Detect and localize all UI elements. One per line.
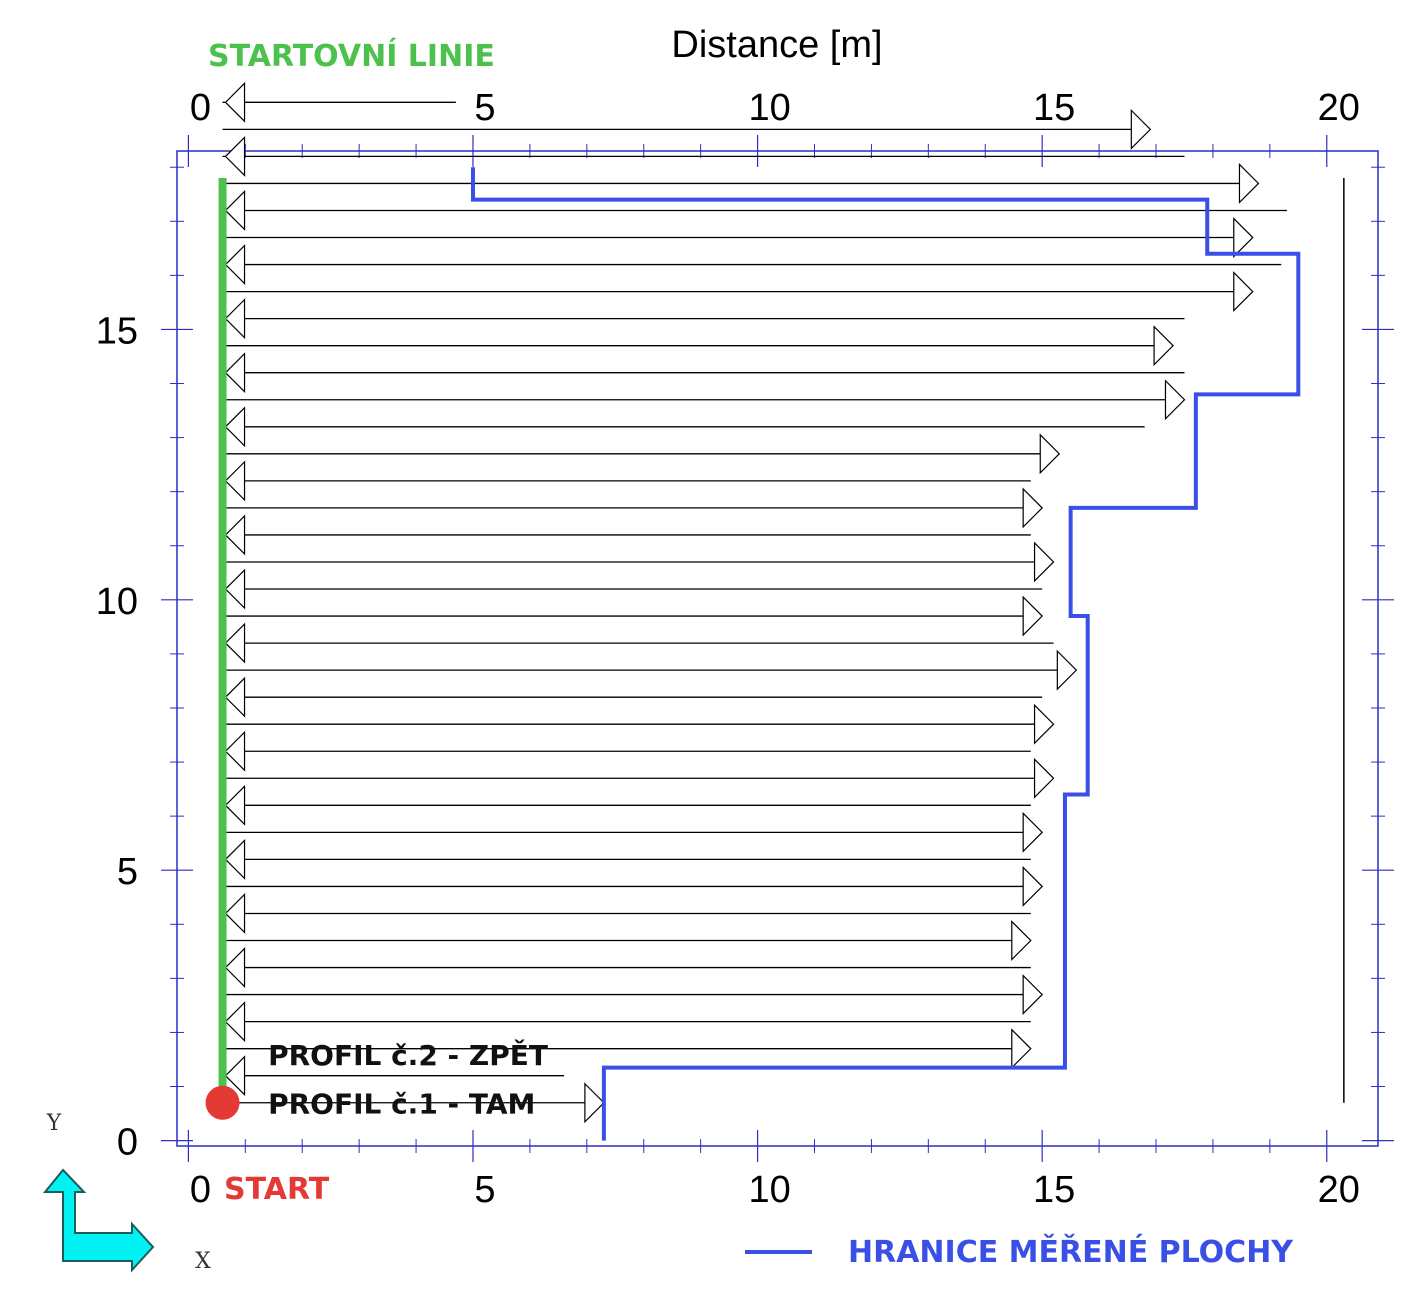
y-tick-label: 10 bbox=[96, 581, 138, 623]
arrowhead-left bbox=[224, 730, 246, 772]
ucs-x-label: X bbox=[195, 1249, 211, 1274]
arrowhead-left bbox=[224, 81, 246, 123]
arrowhead-right bbox=[1056, 649, 1078, 691]
arrowhead-right bbox=[1022, 865, 1044, 907]
ucs-icon: Y X bbox=[42, 1111, 211, 1274]
legend-label-boundary: HRANICE MĚŘENÉ PLOCHY bbox=[848, 1234, 1294, 1270]
arrowhead-right bbox=[1153, 325, 1174, 367]
arrowhead-right bbox=[1022, 811, 1044, 853]
arrowhead-right bbox=[1233, 217, 1254, 258]
arrowhead-left bbox=[224, 784, 246, 826]
coordinate-axes-icon bbox=[42, 1168, 155, 1273]
x-tick-label-top: 15 bbox=[1033, 87, 1075, 129]
x-axis-title: Distance [m] bbox=[671, 24, 882, 66]
x-tick-label-bottom: 0 bbox=[190, 1169, 211, 1211]
plot-border bbox=[176, 150, 1379, 1147]
y-tick-label: 0 bbox=[117, 1122, 138, 1164]
y-tick-label: 15 bbox=[96, 310, 138, 352]
arrowhead-left bbox=[224, 893, 246, 934]
arrowhead-left bbox=[224, 947, 246, 988]
arrowhead-right bbox=[1033, 757, 1055, 799]
arrowhead-right bbox=[1033, 703, 1055, 745]
arrowhead-right bbox=[1164, 379, 1186, 421]
plot-frame bbox=[176, 150, 1379, 1147]
arrowhead-right bbox=[1039, 433, 1061, 475]
arrowhead-left bbox=[224, 838, 246, 880]
arrowhead-right bbox=[1033, 541, 1055, 583]
arrowhead-left bbox=[224, 622, 246, 664]
start-line-label: STARTOVNÍ LINIE bbox=[208, 38, 495, 74]
ucs-y-label: Y bbox=[46, 1111, 62, 1136]
major-ticks: 0 0 5 5 10 10 15 15 20 20 0 5 10 15 bbox=[96, 87, 1394, 1211]
start-label: START bbox=[224, 1172, 330, 1207]
legend: HRANICE MĚŘENÉ PLOCHY bbox=[745, 1234, 1294, 1270]
profile-label: PROFIL č.1 - TAM bbox=[268, 1088, 535, 1121]
arrowhead-left bbox=[224, 244, 246, 286]
arrowhead-left bbox=[224, 1001, 246, 1043]
arrowhead-right bbox=[1011, 920, 1032, 961]
arrowhead-right bbox=[1238, 162, 1260, 204]
boundary-line bbox=[470, 167, 1301, 1141]
arrowhead-left bbox=[224, 1055, 246, 1097]
arrowhead-right bbox=[1011, 1028, 1032, 1070]
arrowhead-right bbox=[1022, 974, 1044, 1016]
x-tick-label-top: 0 bbox=[190, 87, 211, 129]
arrowhead-left bbox=[224, 406, 246, 448]
arrowhead-right bbox=[1022, 487, 1044, 529]
minor-ticks bbox=[170, 144, 1385, 1153]
y-tick-label: 5 bbox=[117, 851, 138, 893]
x-tick-label-bottom: 15 bbox=[1033, 1169, 1075, 1211]
arrowhead-left bbox=[224, 460, 246, 502]
arrowhead-right bbox=[1233, 271, 1254, 313]
arrowhead-right bbox=[584, 1082, 605, 1124]
arrowhead-left bbox=[224, 135, 246, 177]
arrowhead-left bbox=[224, 514, 246, 556]
arrowhead-left bbox=[224, 352, 246, 394]
start-point bbox=[205, 1085, 240, 1120]
x-tick-label-bottom: 5 bbox=[474, 1169, 495, 1211]
arrowhead-right bbox=[1022, 595, 1044, 637]
x-tick-label-top: 10 bbox=[748, 87, 790, 129]
arrowhead-left bbox=[224, 676, 246, 718]
arrowhead-right bbox=[1130, 108, 1152, 150]
profile-lines bbox=[222, 81, 1287, 1124]
x-tick-label-top: 5 bbox=[474, 87, 495, 129]
x-tick-label-bottom: 10 bbox=[748, 1169, 790, 1211]
arrowhead-left bbox=[224, 568, 246, 610]
profile-label: PROFIL č.2 - ZPĚT bbox=[268, 1038, 548, 1072]
arrowhead-left bbox=[224, 298, 246, 340]
x-tick-label-bottom: 20 bbox=[1318, 1169, 1360, 1211]
arrowhead-left bbox=[224, 190, 246, 231]
x-tick-label-top: 20 bbox=[1318, 87, 1360, 129]
